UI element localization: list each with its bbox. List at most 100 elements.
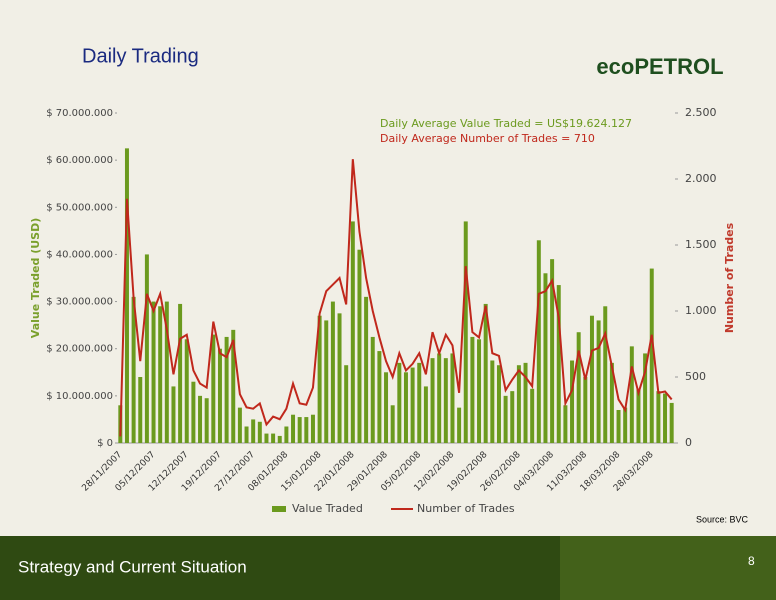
y2-tick-label: 2.500: [685, 106, 717, 119]
source: Source: BVC: [696, 514, 749, 524]
bar: [563, 405, 568, 443]
bar: [589, 315, 594, 443]
bar: [403, 372, 408, 443]
page-number: 8: [748, 554, 755, 568]
y-tick-label: $ 20.000.000: [46, 344, 113, 355]
bar: [164, 301, 169, 443]
bar: [656, 391, 661, 443]
bar: [417, 362, 422, 443]
bar: [423, 386, 428, 443]
bar: [649, 268, 654, 443]
bar: [503, 395, 508, 443]
bar: [217, 348, 222, 443]
bar: [124, 148, 129, 443]
bar: [178, 303, 183, 443]
y-axis-label: Value Traded (USD): [29, 218, 42, 338]
bar: [277, 435, 282, 443]
bar: [357, 249, 362, 443]
bar: [397, 362, 402, 443]
bar: [364, 296, 369, 443]
bar: [138, 377, 143, 443]
bar: [198, 395, 203, 443]
bar: [450, 353, 455, 443]
y-tick-label: $ 10.000.000: [46, 391, 113, 402]
bar: [184, 339, 189, 443]
y2-tick-label: 1.000: [685, 304, 717, 317]
bar: [297, 417, 302, 443]
bar: [384, 372, 389, 443]
bar: [158, 306, 163, 443]
bar: [530, 388, 535, 443]
bar: [330, 301, 335, 443]
bar: [556, 285, 561, 443]
bar: [643, 353, 648, 443]
bar: [337, 313, 342, 443]
bar: [477, 339, 482, 443]
bar: [623, 407, 628, 443]
y-tick-label: $ 0: [97, 438, 113, 449]
y-tick-label: $ 50.000.000: [46, 202, 113, 213]
bar: [151, 301, 156, 443]
footer-image: [560, 536, 776, 600]
y2-axis-label: Number of Trades: [723, 222, 736, 333]
bar: [284, 426, 289, 443]
bar: [144, 254, 149, 443]
bar: [264, 433, 269, 443]
bar: [663, 393, 668, 443]
legend-swatch: [272, 506, 286, 512]
legend-label: Value Traded: [292, 502, 363, 515]
bar: [291, 414, 296, 443]
y-tick-label: $ 30.000.000: [46, 297, 113, 308]
bar: [583, 377, 588, 443]
y-tick-label: $ 40.000.000: [46, 249, 113, 260]
slide-title: Daily Trading: [82, 45, 199, 67]
bar: [370, 336, 375, 443]
bar: [211, 334, 216, 443]
bar: [390, 405, 395, 443]
bar: [570, 360, 575, 443]
bar: [377, 351, 382, 443]
bar: [470, 336, 475, 443]
bar: [231, 329, 236, 443]
y2-tick-label: 2.000: [685, 172, 717, 185]
legend-label: Number of Trades: [417, 502, 515, 515]
bar: [490, 360, 495, 443]
y-tick-label: $ 70.000.000: [46, 108, 113, 119]
bar: [603, 306, 608, 443]
bar: [543, 273, 548, 443]
bar: [237, 407, 242, 443]
bar: [596, 320, 601, 443]
logo: ecoPETROL: [596, 54, 723, 79]
bar: [510, 391, 515, 443]
bar: [669, 402, 674, 443]
bar: [430, 358, 435, 443]
bar: [576, 332, 581, 443]
bar: [437, 353, 442, 443]
bar: [443, 358, 448, 443]
bar: [131, 296, 136, 443]
bar: [463, 221, 468, 443]
bar: [324, 320, 329, 443]
bar: [550, 259, 555, 443]
bar: [171, 386, 176, 443]
bar: [516, 365, 521, 443]
line: [119, 159, 673, 437]
y-tick-label: $ 60.000.000: [46, 155, 113, 166]
annotation: Daily Average Value Traded = US$19.624.1…: [380, 117, 632, 130]
footer-title: Strategy and Current Situation: [18, 557, 247, 576]
bar: [350, 221, 355, 443]
bar: [616, 410, 621, 443]
bar: [317, 315, 322, 443]
bar: [191, 381, 196, 443]
bar: [629, 346, 634, 443]
bar: [310, 414, 315, 443]
bar: [609, 362, 614, 443]
y2-tick-label: 0: [685, 436, 692, 449]
bar: [251, 419, 256, 443]
bar: [636, 388, 641, 443]
annotation: Daily Average Number of Trades = 710: [380, 132, 595, 145]
bar: [304, 417, 309, 443]
